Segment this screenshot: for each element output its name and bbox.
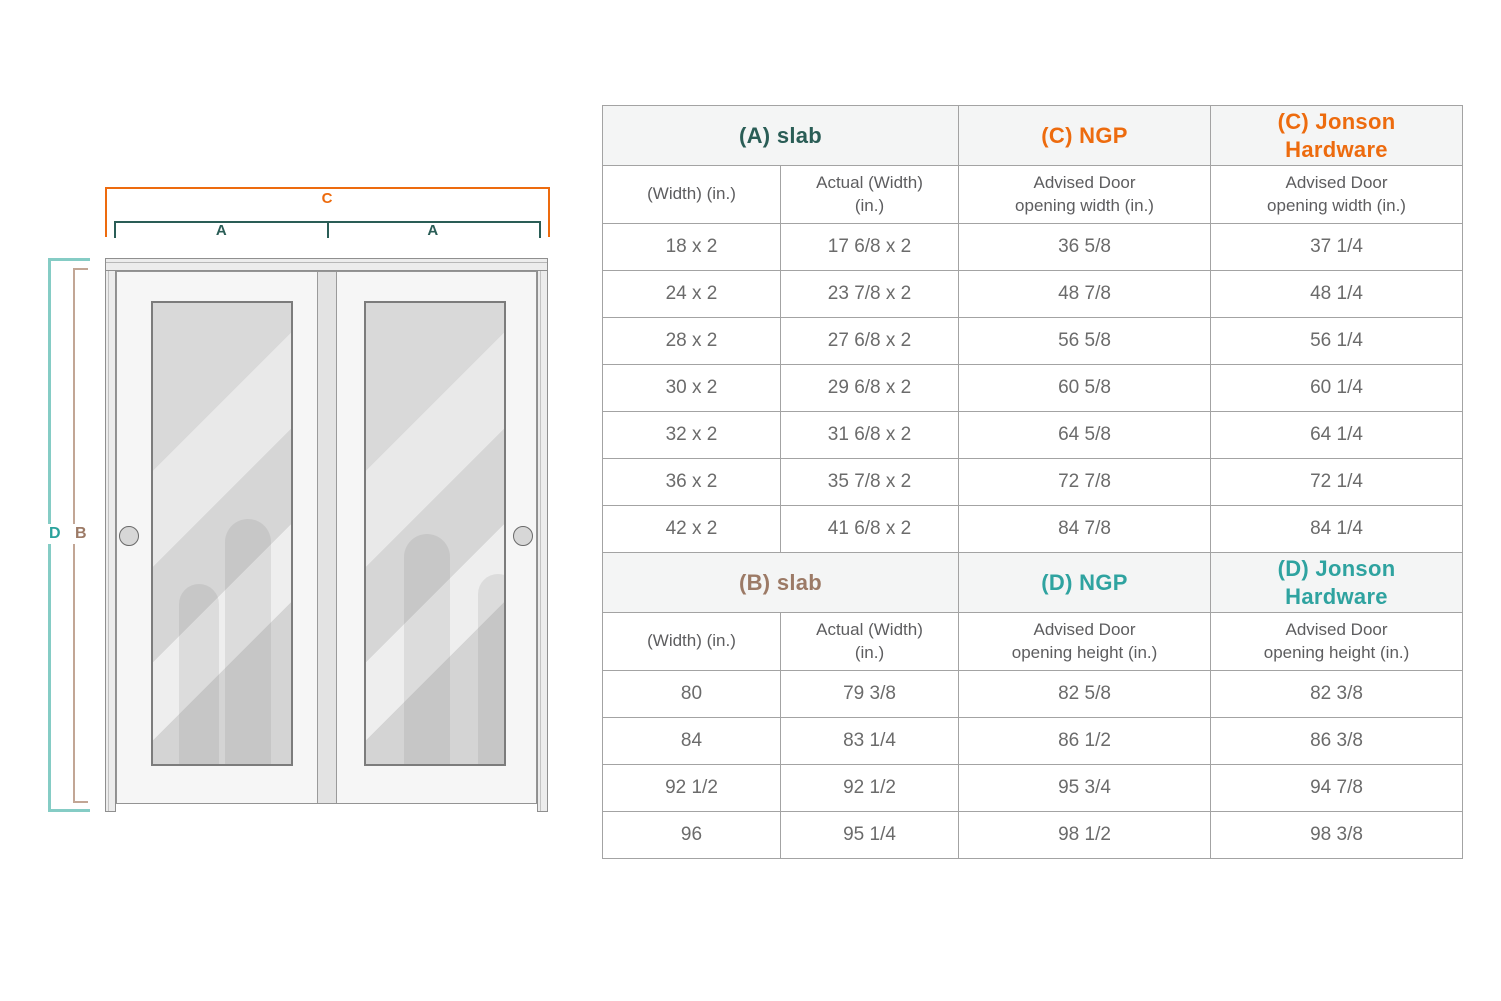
left-door-glass xyxy=(151,301,293,766)
table-cell: 82 3/8 xyxy=(1210,670,1464,718)
dim-label-a-right: A xyxy=(427,222,440,239)
table-row: (Width) (in.) Actual (Width) (in.) Advis… xyxy=(602,165,1464,224)
table-cell: 96 xyxy=(602,811,781,859)
table-row: 84 83 1/4 86 1/2 86 3/8 xyxy=(602,717,1464,765)
table-cell: 82 5/8 xyxy=(958,670,1212,718)
table-cell: 29 6/8 x 2 xyxy=(779,364,960,412)
column-header: (Width) (in.) xyxy=(602,612,781,671)
column-header: Actual (Width) (in.) xyxy=(779,612,960,671)
table-cell: 32 x 2 xyxy=(602,411,781,459)
table-row: 42 x 2 41 6/8 x 2 84 7/8 84 1/4 xyxy=(602,505,1464,553)
dim-bracket-c: C xyxy=(105,187,550,237)
table-row: 96 95 1/4 98 1/2 98 3/8 xyxy=(602,811,1464,859)
glass-reflection xyxy=(478,574,504,764)
table-cell: 86 3/8 xyxy=(1210,717,1464,765)
table-cell: 86 1/2 xyxy=(958,717,1212,765)
door-panels xyxy=(116,271,537,804)
table-cell: 83 1/4 xyxy=(779,717,960,765)
head-jamb xyxy=(105,258,548,271)
table-cell: 80 xyxy=(602,670,781,718)
dim-bracket-a-divider xyxy=(326,223,329,238)
right-door-glass xyxy=(364,301,506,766)
right-door-knob xyxy=(513,526,533,546)
table-cell: 64 1/4 xyxy=(1210,411,1464,459)
table-row: 24 x 2 23 7/8 x 2 48 7/8 48 1/4 xyxy=(602,270,1464,318)
table-cell: 35 7/8 x 2 xyxy=(779,458,960,506)
double-door-illustration xyxy=(105,258,548,812)
column-header: Advised Door opening height (in.) xyxy=(1210,612,1464,671)
group-header-d-ngp: (D) NGP xyxy=(958,552,1212,613)
table-row: 36 x 2 35 7/8 x 2 72 7/8 72 1/4 xyxy=(602,458,1464,506)
table-row: 28 x 2 27 6/8 x 2 56 5/8 56 1/4 xyxy=(602,317,1464,365)
glass-reflection xyxy=(225,519,271,764)
table-row: 32 x 2 31 6/8 x 2 64 5/8 64 1/4 xyxy=(602,411,1464,459)
group-header-b-slab: (B) slab xyxy=(601,552,960,613)
table-cell: 94 7/8 xyxy=(1210,764,1464,812)
column-header: Actual (Width) (in.) xyxy=(779,165,960,224)
table-cell: 98 3/8 xyxy=(1210,811,1464,859)
left-door-knob xyxy=(119,526,139,546)
right-jamb xyxy=(537,258,548,812)
table-cell: 95 1/4 xyxy=(779,811,960,859)
table-cell: 84 1/4 xyxy=(1210,505,1464,553)
group-header-c-jonson-hardware: (C) Jonson Hardware xyxy=(1210,105,1464,166)
table-cell: 23 7/8 x 2 xyxy=(779,270,960,318)
table-row: 92 1/2 92 1/2 95 3/4 94 7/8 xyxy=(602,764,1464,812)
table-cell: 95 3/4 xyxy=(958,764,1212,812)
table-row: (Width) (in.) Actual (Width) (in.) Advis… xyxy=(602,612,1464,671)
table-cell: 56 5/8 xyxy=(958,317,1212,365)
table-cell: 60 5/8 xyxy=(958,364,1212,412)
table-cell: 37 1/4 xyxy=(1210,223,1464,271)
column-header: Advised Door opening width (in.) xyxy=(958,165,1212,224)
table-cell: 30 x 2 xyxy=(602,364,781,412)
group-header-c-ngp: (C) NGP xyxy=(958,105,1212,166)
table-cell: 98 1/2 xyxy=(958,811,1212,859)
table-cell: 92 1/2 xyxy=(602,764,781,812)
table-cell: 28 x 2 xyxy=(602,317,781,365)
group-header-a-slab: (A) slab xyxy=(601,105,960,166)
left-jamb xyxy=(105,258,116,812)
table-cell: 18 x 2 xyxy=(602,223,781,271)
dim-bracket-a: A A xyxy=(114,221,541,239)
column-header: (Width) (in.) xyxy=(602,165,781,224)
glass-reflection xyxy=(404,534,450,764)
table-cell: 36 x 2 xyxy=(602,458,781,506)
table-cell: 42 x 2 xyxy=(602,505,781,553)
table-cell: 64 5/8 xyxy=(958,411,1212,459)
table-cell: 72 7/8 xyxy=(958,458,1212,506)
table-cell: 79 3/8 xyxy=(779,670,960,718)
table-cell: 17 6/8 x 2 xyxy=(779,223,960,271)
table-cell: 56 1/4 xyxy=(1210,317,1464,365)
table-cell: 48 1/4 xyxy=(1210,270,1464,318)
table-cell: 60 1/4 xyxy=(1210,364,1464,412)
table-row: (A) slab (C) NGP (C) Jonson Hardware xyxy=(601,105,1464,166)
table-cell: 48 7/8 xyxy=(958,270,1212,318)
table-cell: 27 6/8 x 2 xyxy=(779,317,960,365)
table-cell: 84 7/8 xyxy=(958,505,1212,553)
column-header: Advised Door opening height (in.) xyxy=(958,612,1212,671)
table-row: 30 x 2 29 6/8 x 2 60 5/8 60 1/4 xyxy=(602,364,1464,412)
dim-label-a-left: A xyxy=(215,222,228,239)
table-cell: 36 5/8 xyxy=(958,223,1212,271)
table-cell: 24 x 2 xyxy=(602,270,781,318)
dim-label-d: D xyxy=(47,524,63,544)
table-cell: 92 1/2 xyxy=(779,764,960,812)
group-header-d-jonson-hardware: (D) Jonson Hardware xyxy=(1210,552,1464,613)
table-cell: 84 xyxy=(602,717,781,765)
table-row: 80 79 3/8 82 5/8 82 3/8 xyxy=(602,670,1464,718)
table-cell: 41 6/8 x 2 xyxy=(779,505,960,553)
dim-label-b: B xyxy=(73,524,89,544)
astragal xyxy=(316,272,337,803)
column-header: Advised Door opening width (in.) xyxy=(1210,165,1464,224)
glass-reflection xyxy=(179,584,219,764)
table-cell: 72 1/4 xyxy=(1210,458,1464,506)
dim-label-c: C xyxy=(321,190,334,207)
door-sizing-table: (A) slab (C) NGP (C) Jonson Hardware (Wi… xyxy=(601,105,1464,859)
table-row: 18 x 2 17 6/8 x 2 36 5/8 37 1/4 xyxy=(602,223,1464,271)
table-cell: 31 6/8 x 2 xyxy=(779,411,960,459)
table-row: (B) slab (D) NGP (D) Jonson Hardware xyxy=(601,552,1464,613)
